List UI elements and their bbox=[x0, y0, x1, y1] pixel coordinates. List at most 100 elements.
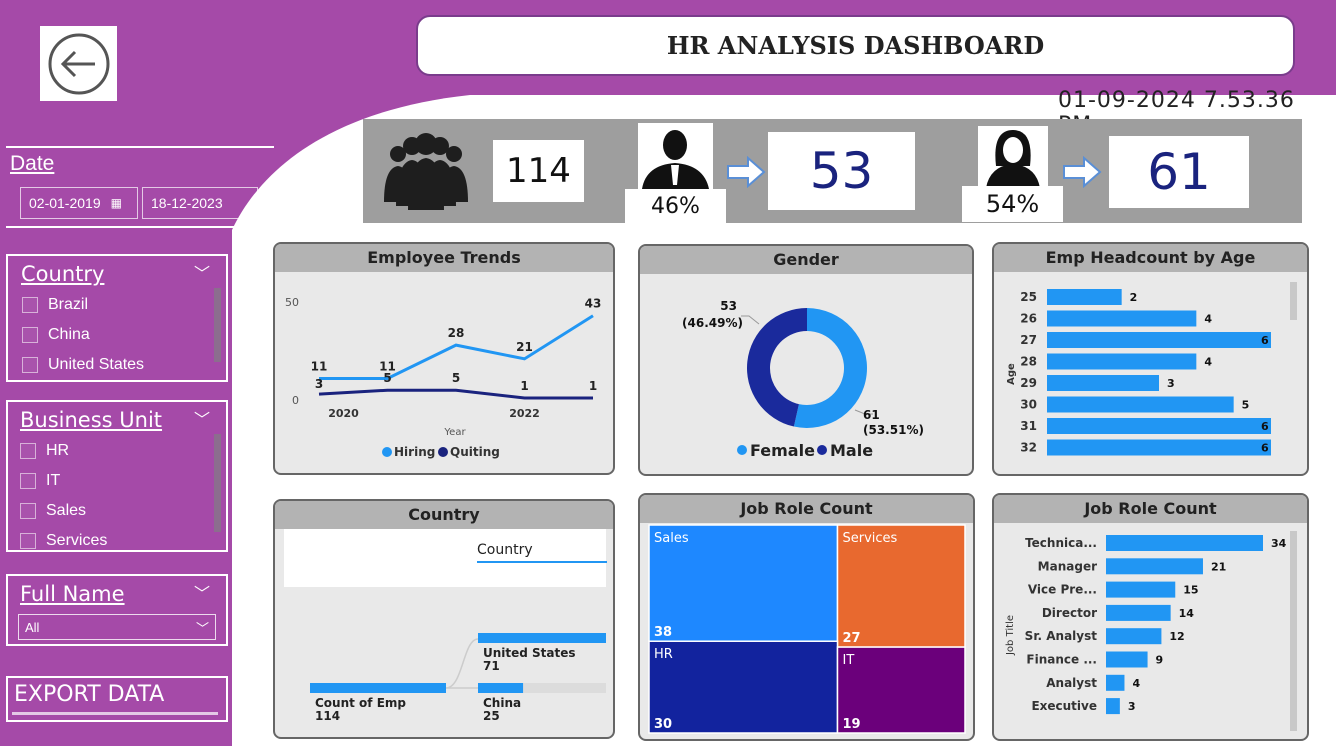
data-label: 21 bbox=[516, 340, 533, 354]
bar bbox=[1106, 674, 1125, 691]
gender-card[interactable]: Gender 61 (53.51%) 53 (46.49%) Female Male bbox=[638, 244, 974, 476]
checkbox[interactable] bbox=[20, 473, 36, 489]
age-bar-chart[interactable]: 25 2 26 4 27 6 28 4 29 3 30 5 31 6 32 6 Age bbox=[994, 274, 1307, 474]
business-unit-slicer-title: Business Unit bbox=[20, 408, 163, 432]
card-title: Job Role Count bbox=[994, 495, 1307, 523]
bar bbox=[1047, 289, 1122, 305]
chevron-down-icon: ﹀ bbox=[195, 620, 209, 636]
checkbox[interactable] bbox=[22, 297, 38, 313]
slice-male bbox=[746, 308, 807, 427]
export-data-label: EXPORT DATA bbox=[14, 682, 165, 707]
export-data-button[interactable]: EXPORT DATA bbox=[6, 676, 228, 722]
connector bbox=[445, 638, 479, 689]
employee-trends-card[interactable]: Employee Trends 50 0 2020 2022 Year 11 11 28 21 4… bbox=[273, 242, 615, 475]
full-name-slicer-title: Full Name bbox=[20, 582, 125, 606]
chevron-down-icon[interactable]: ﹀ bbox=[194, 586, 211, 603]
bu-option-it[interactable]: IT bbox=[20, 466, 107, 496]
treemap-cell-sales bbox=[648, 524, 839, 642]
value-label: 12 bbox=[1169, 630, 1184, 643]
bar bbox=[1106, 698, 1120, 715]
kpi-male-pct: 46% bbox=[625, 189, 726, 223]
treemap-cell-services bbox=[836, 524, 966, 648]
chevron-down-icon[interactable]: ﹀ bbox=[194, 412, 211, 429]
card-title: Employee Trends bbox=[275, 244, 613, 272]
bu-option-hr[interactable]: HR bbox=[20, 436, 107, 466]
root-value: 114 bbox=[315, 709, 340, 723]
chevron-down-icon[interactable]: ﹀ bbox=[194, 266, 211, 283]
series-line-hiring bbox=[319, 314, 594, 380]
scrollbar[interactable] bbox=[214, 288, 221, 362]
value-label: 34 bbox=[1271, 537, 1287, 550]
card-title: Emp Headcount by Age bbox=[994, 244, 1307, 272]
country-option-china[interactable]: China bbox=[22, 320, 144, 350]
checkbox[interactable] bbox=[20, 533, 36, 549]
cell-value: 30 bbox=[654, 717, 672, 732]
data-label: 43 bbox=[585, 297, 602, 311]
slice-pct-male: (46.49%) bbox=[682, 316, 743, 330]
bar bbox=[1047, 375, 1159, 391]
bu-option-services[interactable]: Services bbox=[20, 526, 107, 550]
date-end-value: 18-12-2023 bbox=[151, 195, 223, 211]
value-label: 3 bbox=[1128, 700, 1136, 713]
arrow-right-icon bbox=[727, 156, 766, 188]
treemap-cell-hr bbox=[648, 640, 839, 734]
checkbox[interactable] bbox=[22, 327, 38, 343]
age-card[interactable]: Emp Headcount by Age 25 2 26 4 27 6 28 4 29 3 30 5 3… bbox=[992, 242, 1309, 476]
slice-pct-female: (53.51%) bbox=[863, 423, 924, 437]
country-option-united-states[interactable]: United States bbox=[22, 350, 144, 380]
calendar-icon[interactable]: ▦ bbox=[110, 196, 122, 210]
legend-label: Hiring bbox=[394, 445, 435, 459]
full-name-dropdown[interactable]: All ﹀ bbox=[18, 614, 216, 640]
date-end-input[interactable]: 18-12-2023 bbox=[142, 187, 258, 219]
value-label: 71 bbox=[483, 659, 500, 673]
legend-label: Female bbox=[750, 441, 815, 460]
level-header-label: Country bbox=[477, 542, 533, 558]
job-role-treemap[interactable]: Sales 38 Services 27 HR 30 IT 19 bbox=[640, 523, 973, 739]
data-label: 11 bbox=[311, 359, 328, 373]
cell-name: HR bbox=[654, 647, 673, 662]
value-label: 4 bbox=[1132, 677, 1140, 690]
bar bbox=[1047, 332, 1271, 348]
scrollbar bbox=[1290, 282, 1297, 320]
job-role-treemap-card[interactable]: Job Role Count Sales 38 Services 27 HR 30 IT 19 bbox=[638, 493, 975, 741]
value-label: 25 bbox=[483, 709, 500, 723]
cell-name: Sales bbox=[654, 531, 689, 546]
category-label: 27 bbox=[1020, 333, 1037, 347]
x-tick-label: 2020 bbox=[328, 407, 359, 420]
bar-track bbox=[478, 683, 606, 693]
checkbox[interactable] bbox=[20, 503, 36, 519]
category-label: Finance ... bbox=[1026, 653, 1097, 667]
gender-donut-chart[interactable]: 61(53.51%) 53 (46.49%) Female Male bbox=[640, 274, 972, 474]
legend-marker bbox=[737, 445, 747, 455]
country-card[interactable]: Country Country Count of Emp 114 United Sta… bbox=[273, 499, 615, 739]
data-label: 5 bbox=[383, 371, 391, 385]
checkbox[interactable] bbox=[20, 443, 36, 459]
data-label: 28 bbox=[448, 326, 465, 340]
country-option-brazil[interactable]: Brazil bbox=[22, 290, 144, 320]
job-title-card[interactable]: Job Role Count Technica... 34 Manager 21 Vic… bbox=[992, 493, 1309, 741]
data-label: 5 bbox=[452, 371, 460, 385]
back-button[interactable] bbox=[40, 26, 117, 101]
category-label: 25 bbox=[1020, 290, 1037, 304]
scrollbar[interactable] bbox=[214, 434, 221, 532]
bu-option-sales[interactable]: Sales bbox=[20, 496, 107, 526]
female-avatar-icon bbox=[986, 130, 1040, 188]
business-unit-slicer: Business Unit ﹀ HR IT Sales Services bbox=[6, 400, 228, 552]
back-arrow-icon bbox=[48, 33, 109, 94]
people-group-icon bbox=[384, 133, 468, 210]
date-slicer: Date 02-01-2019 ▦ 18-12-2023 bbox=[6, 146, 274, 228]
legend-label: Male bbox=[830, 441, 873, 460]
date-start-input[interactable]: 02-01-2019 ▦ bbox=[20, 187, 138, 219]
checkbox[interactable] bbox=[22, 357, 38, 373]
x-axis-title: Year bbox=[443, 427, 466, 438]
category-label: Manager bbox=[1038, 559, 1097, 573]
bar bbox=[1106, 581, 1176, 598]
bar bbox=[1106, 535, 1263, 551]
bar bbox=[1106, 604, 1171, 621]
value-label: 5 bbox=[1242, 399, 1250, 412]
data-label: 11 bbox=[379, 359, 396, 373]
value-label: 21 bbox=[1211, 560, 1226, 573]
